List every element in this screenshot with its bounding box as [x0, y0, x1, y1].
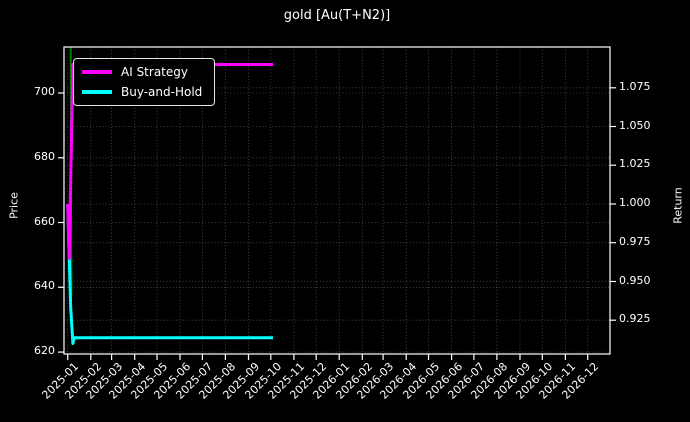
legend-label-buy-and-hold: Buy-and-Hold: [121, 85, 203, 99]
plot-border: [63, 46, 611, 355]
right-tick-label: 0.975: [619, 234, 651, 248]
buy-and-hold-line-swatch: [82, 90, 112, 94]
left-tick-label: 620: [34, 344, 55, 358]
right-axis-label: Return: [671, 187, 685, 224]
chart-title: gold [Au(T+N2)]: [283, 8, 391, 23]
left-tick-label: 640: [34, 279, 55, 293]
right-tick-label: 1.000: [619, 196, 651, 209]
right-tick-label: 0.950: [619, 273, 651, 287]
left-tick-label: 700: [34, 85, 55, 98]
ai-strategy-line-swatch: [82, 70, 112, 74]
right-tick-label: 1.025: [619, 157, 651, 171]
legend-item-buy-and-hold: Buy-and-Hold: [82, 85, 202, 99]
series-line-buy-and-hold: [66, 203, 273, 345]
right-tick-label: 1.075: [619, 79, 651, 93]
legend: AI Strategy Buy-and-Hold: [73, 58, 216, 106]
right-tick-label: 1.050: [619, 118, 651, 132]
legend-label-ai-strategy: AI Strategy: [121, 65, 188, 79]
right-tick-label: 0.925: [619, 312, 651, 326]
left-tick-label: 660: [34, 214, 55, 228]
legend-item-ai-strategy: AI Strategy: [82, 65, 202, 79]
left-tick-label: 680: [34, 149, 55, 163]
